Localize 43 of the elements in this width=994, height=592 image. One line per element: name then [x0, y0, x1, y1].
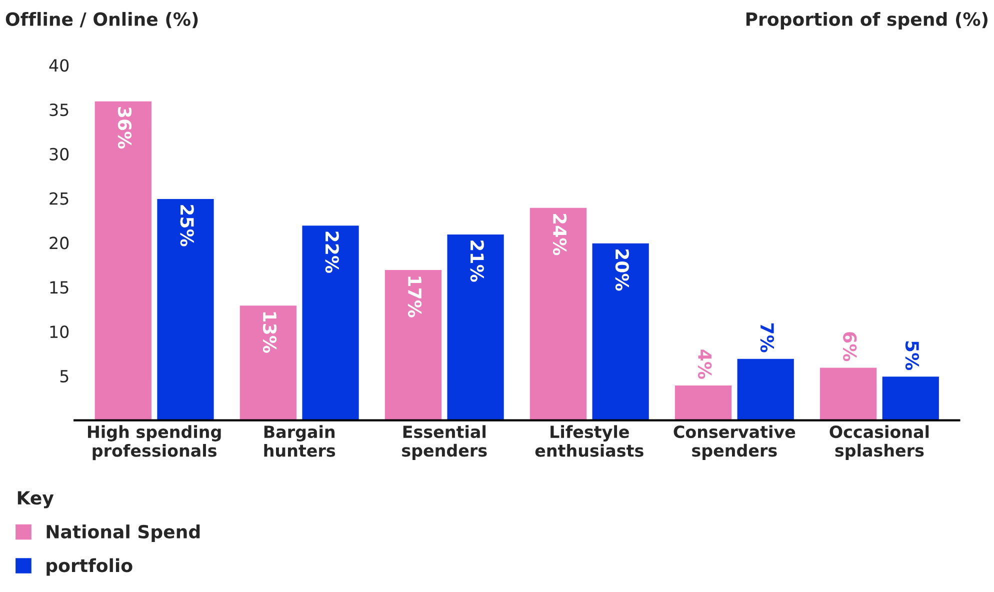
text: 4% — [698, 350, 712, 379]
y-axis-title: Offline / Online (%) — [6, 12, 198, 28]
text: 21% — [470, 240, 484, 282]
bar — [674, 384, 733, 420]
y-tick-label: 25 — [50, 192, 68, 205]
bar — [880, 375, 940, 420]
text: 6% — [843, 332, 857, 362]
legend-label: portfolio — [46, 558, 132, 576]
bar — [528, 206, 588, 420]
legend-label: National Spend — [46, 524, 200, 542]
text: Proportion of spend (%) — [746, 12, 988, 30]
bar — [383, 268, 443, 420]
x-tick-label: Essential spenders — [402, 425, 487, 460]
text: 5% — [905, 341, 920, 370]
y-tick-label: 30 — [50, 148, 69, 160]
y-tick-label: 20 — [50, 236, 69, 250]
y-tick-label: 40 — [49, 59, 69, 72]
bar — [156, 198, 216, 420]
text: 17% — [408, 276, 422, 318]
text: 7% — [760, 323, 774, 352]
legend-title: Key — [18, 491, 54, 508]
x-tick-label: High spending professionals — [88, 425, 221, 460]
text: 36% — [118, 107, 132, 149]
x-tick-label: Lifestyle enthusiasts — [535, 425, 644, 457]
text: 13% — [262, 312, 277, 353]
x-tick-label: Occasional splashers — [830, 425, 929, 460]
y-tick-label: 35 — [50, 103, 68, 116]
x-tick-label: Bargain hunters — [264, 425, 336, 457]
y-tick-label: 15 — [50, 281, 68, 294]
y-tick-label: 10 — [50, 325, 69, 338]
x-tick-label: Conservative spenders — [674, 425, 796, 460]
bar — [300, 224, 360, 420]
bar — [818, 366, 878, 420]
y-tick-label: 5 — [60, 370, 68, 382]
bar — [238, 304, 298, 420]
bar — [590, 242, 650, 420]
bar — [736, 357, 796, 420]
text: 20% — [615, 249, 629, 291]
bar — [446, 233, 506, 420]
text: 25% — [180, 205, 194, 246]
bar — [93, 100, 153, 420]
text: 22% — [325, 232, 339, 273]
text: 24% — [552, 214, 567, 256]
